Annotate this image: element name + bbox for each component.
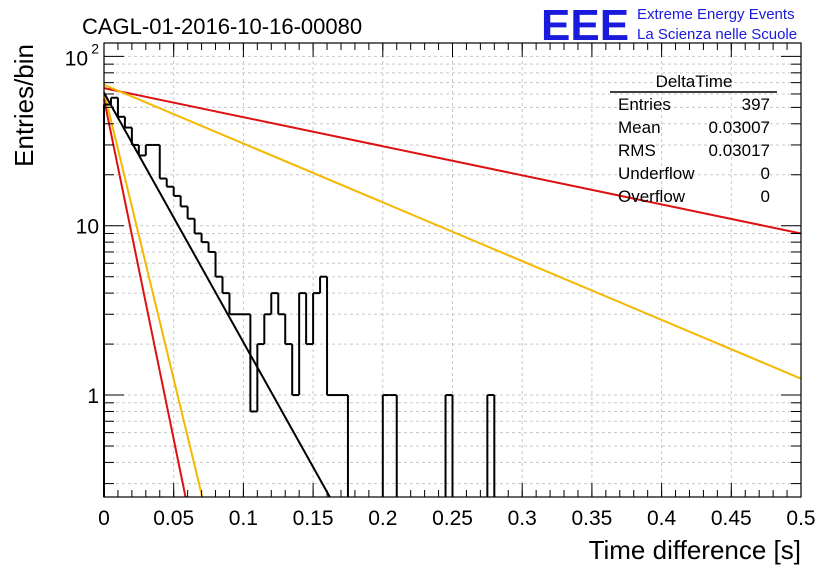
eee-logo-line2: La Scienza nelle Scuole [637, 26, 797, 43]
stats-row-value: 0 [761, 164, 770, 183]
stats-row-value: 0 [761, 187, 770, 206]
stats-row-label: Entries [618, 95, 671, 114]
fit-line [103, 83, 802, 380]
stats-row-label: Mean [618, 118, 661, 137]
x-tick-label: 0 [98, 507, 110, 530]
x-tick-label: 0.15 [293, 507, 334, 530]
stats-row-value: 397 [742, 95, 770, 114]
x-tick-label: 0.5 [786, 507, 815, 530]
x-tick-label: 0.2 [368, 507, 397, 530]
y-axis-label: Entries/bin [9, 44, 39, 167]
axis-ticks [103, 43, 802, 497]
stats-row-label: RMS [618, 141, 656, 160]
y-tick-label: 1 [87, 385, 99, 408]
fit-line [103, 92, 331, 498]
x-tick-label: 0.1 [229, 507, 258, 530]
fit-line [103, 87, 802, 235]
x-tick-label: 0.05 [153, 507, 194, 530]
fit-line [103, 91, 204, 498]
x-tick-label: 0.3 [508, 507, 537, 530]
grid-lines [104, 43, 801, 497]
stats-row-label: Overflow [618, 187, 686, 206]
fit-curves [103, 83, 802, 498]
stats-row-value: 0.03007 [709, 118, 770, 137]
x-tick-label: 0.25 [432, 507, 473, 530]
x-tick-label: 0.45 [711, 507, 752, 530]
y-tick-exponent: 2 [91, 40, 99, 56]
fit-line [103, 98, 187, 498]
stats-title: DeltaTime [656, 72, 733, 91]
x-tick-labels: 0 0.05 0.1 0.15 0.2 0.25 0.3 0.35 0.4 0.45 0.5 [98, 507, 815, 530]
x-axis-label: Time difference [s] [589, 535, 801, 565]
y-tick-label: 10 [76, 216, 99, 239]
eee-logo-letters: EEE [541, 1, 629, 50]
x-tick-label: 0.35 [571, 507, 612, 530]
chart-title: CAGL-01-2016-10-16-00080 [82, 14, 362, 39]
y-tick-label: 10 [65, 47, 88, 70]
x-tick-label: 0.4 [647, 507, 677, 530]
stats-box: DeltaTime Entries 397 Mean 0.03007 RMS 0.0301… [610, 72, 777, 206]
stats-row-value: 0.03017 [709, 141, 770, 160]
eee-logo-line1: Extreme Energy Events [637, 6, 795, 23]
stats-row-label: Underflow [618, 164, 695, 183]
